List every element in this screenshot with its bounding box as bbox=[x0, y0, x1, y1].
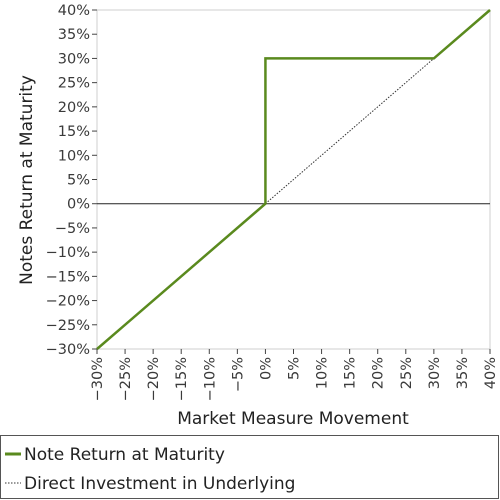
y-tick-label: −10% bbox=[46, 245, 90, 261]
y-tick-label: 25% bbox=[58, 76, 90, 92]
y-tick-label: 30% bbox=[58, 51, 90, 67]
x-tick-label: 15% bbox=[343, 357, 359, 389]
legend-label-note-return: Note Return at Maturity bbox=[24, 445, 225, 465]
legend: Note Return at Maturity Direct Investmen… bbox=[0, 435, 499, 499]
y-tick-label: 40% bbox=[58, 3, 90, 19]
y-tick-label: 20% bbox=[58, 100, 90, 116]
y-axis-title: Notes Return at Maturity bbox=[17, 75, 37, 285]
x-tick-label: 25% bbox=[399, 357, 415, 389]
x-tick-label: −25% bbox=[118, 357, 134, 401]
x-tick-label: 20% bbox=[371, 357, 387, 389]
y-axis: −30% −25% −20% −15% −10% −5% 0% 5% 10% 15% 20% 25% 3… bbox=[46, 3, 97, 358]
y-tick-label: 10% bbox=[58, 148, 90, 164]
x-tick-label: −30% bbox=[90, 357, 106, 401]
x-tick-label: 10% bbox=[315, 357, 331, 389]
x-axis-title: Market Measure Movement bbox=[177, 409, 409, 429]
y-tick-label: 15% bbox=[58, 124, 90, 140]
x-tick-label: −20% bbox=[146, 357, 162, 401]
y-tick-label: 35% bbox=[58, 27, 90, 43]
x-tick-label: 30% bbox=[427, 357, 443, 389]
x-tick-label: 40% bbox=[483, 357, 499, 389]
x-tick-label: 5% bbox=[287, 357, 303, 380]
legend-box bbox=[0, 435, 499, 499]
x-tick-label: −15% bbox=[174, 357, 190, 401]
x-axis: −30% −25% −20% −15% −10% −5% 0% 5% 10% 15% 20% 25% 3… bbox=[90, 349, 499, 401]
y-tick-label: −25% bbox=[46, 318, 90, 334]
x-tick-label: 0% bbox=[258, 357, 274, 380]
y-tick-label: 5% bbox=[67, 173, 90, 189]
x-tick-label: −10% bbox=[202, 357, 218, 401]
y-tick-label: 0% bbox=[67, 197, 90, 213]
y-tick-label: −20% bbox=[46, 294, 90, 310]
series-layer bbox=[96, 9, 491, 350]
y-tick-label: −30% bbox=[46, 342, 90, 358]
x-tick-label: 35% bbox=[455, 357, 471, 389]
y-tick-label: −5% bbox=[55, 221, 90, 237]
x-tick-label: −5% bbox=[230, 357, 246, 392]
y-tick-label: −15% bbox=[46, 269, 90, 285]
series-direct-investment-line bbox=[265, 58, 435, 205]
legend-label-direct-investment: Direct Investment in Underlying bbox=[24, 474, 295, 494]
series-note-return-line bbox=[96, 9, 491, 350]
